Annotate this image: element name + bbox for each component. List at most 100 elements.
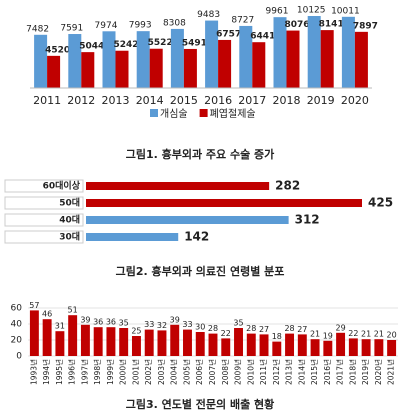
x-tick-label: 2020년 bbox=[373, 359, 383, 385]
x-tick-label: 2008년 bbox=[220, 359, 230, 385]
value-label: 22 bbox=[221, 329, 231, 338]
value-label: 4520 bbox=[45, 45, 70, 55]
y-tick-label: 0 bbox=[16, 352, 22, 362]
value-label: 39 bbox=[80, 315, 90, 324]
value-label: 30 bbox=[195, 323, 205, 332]
category-box bbox=[4, 179, 84, 193]
x-tick-label: 2001년 bbox=[130, 359, 140, 385]
value-label: 46 bbox=[42, 310, 52, 319]
value-label: 19 bbox=[323, 331, 333, 340]
value-label: 25 bbox=[131, 327, 141, 336]
value-label: 312 bbox=[295, 213, 320, 227]
bar bbox=[286, 30, 300, 88]
y-tick-label: 60 bbox=[11, 304, 23, 314]
bar bbox=[149, 48, 163, 88]
bar bbox=[387, 340, 397, 356]
bar bbox=[55, 331, 65, 356]
value-label: 8308 bbox=[163, 18, 186, 28]
value-label: 33 bbox=[182, 320, 192, 329]
bar bbox=[239, 25, 253, 88]
bar bbox=[320, 30, 334, 88]
x-tick-label: 2021년 bbox=[386, 359, 396, 385]
x-tick-label: 2015년 bbox=[309, 359, 319, 385]
value-label: 28 bbox=[284, 324, 294, 333]
value-label: 5522 bbox=[148, 38, 173, 48]
value-label: 22 bbox=[348, 329, 358, 338]
x-tick-label: 2003년 bbox=[156, 359, 166, 385]
value-label: 7974 bbox=[95, 21, 118, 31]
bar bbox=[310, 339, 320, 356]
y-tick-label: 40 bbox=[11, 320, 23, 330]
bar bbox=[205, 20, 219, 89]
value-label: 9483 bbox=[197, 10, 220, 20]
x-tick-label: 2017년 bbox=[335, 359, 345, 385]
value-label: 6757 bbox=[216, 29, 241, 39]
value-label: 425 bbox=[368, 196, 393, 210]
chart-title: 그림2. 흉부외과 의료진 연령별 분포 bbox=[116, 264, 285, 278]
x-tick-label: 1996년 bbox=[67, 359, 77, 385]
x-tick-label: 2013 bbox=[102, 94, 130, 107]
value-label: 6441 bbox=[250, 32, 275, 42]
value-label: 35 bbox=[119, 319, 129, 328]
x-tick-label: 2000년 bbox=[118, 359, 128, 385]
bar bbox=[361, 339, 371, 356]
value-label: 18 bbox=[272, 332, 282, 341]
x-tick-label: 2014년 bbox=[296, 359, 306, 385]
value-label: 27 bbox=[297, 325, 307, 334]
y-tick-label: 60대이상 bbox=[43, 180, 81, 192]
bar bbox=[136, 31, 150, 88]
bar bbox=[115, 50, 129, 88]
x-tick-label: 2016년 bbox=[322, 359, 332, 385]
x-tick-label: 2015 bbox=[170, 94, 198, 107]
bar bbox=[29, 310, 39, 356]
value-label: 39 bbox=[170, 315, 180, 324]
value-label: 7482 bbox=[26, 24, 49, 34]
x-tick-label: 2007년 bbox=[207, 359, 217, 385]
y-tick-label: 30대 bbox=[59, 231, 80, 243]
x-tick-label: 2013년 bbox=[284, 359, 294, 385]
bar bbox=[81, 52, 95, 88]
value-label: 31 bbox=[55, 322, 65, 331]
bar bbox=[273, 17, 287, 88]
x-tick-label: 2009년 bbox=[233, 359, 243, 385]
x-tick-label: 1993년 bbox=[28, 359, 38, 385]
x-tick-label: 2020 bbox=[341, 94, 369, 107]
value-label: 32 bbox=[157, 321, 167, 330]
bar bbox=[285, 333, 295, 356]
bar bbox=[259, 334, 269, 356]
x-tick-label: 2011 bbox=[33, 94, 61, 107]
value-label: 36 bbox=[106, 318, 116, 327]
value-label: 21 bbox=[374, 330, 384, 339]
value-label: 7591 bbox=[60, 24, 83, 34]
x-tick-label: 1997년 bbox=[79, 359, 89, 385]
value-label: 8727 bbox=[231, 15, 254, 25]
x-tick-label: 2010년 bbox=[245, 359, 255, 385]
value-label: 7897 bbox=[353, 21, 378, 31]
bar bbox=[195, 332, 205, 356]
value-label: 10125 bbox=[297, 6, 326, 16]
bar bbox=[86, 233, 179, 241]
x-tick-label: 2017 bbox=[238, 94, 266, 107]
value-label: 21 bbox=[310, 330, 320, 339]
bar bbox=[34, 34, 48, 88]
bar bbox=[374, 339, 384, 356]
bar bbox=[93, 327, 103, 356]
value-label: 20 bbox=[387, 331, 397, 340]
value-label: 282 bbox=[275, 179, 300, 193]
x-tick-label: 2014 bbox=[136, 94, 164, 107]
y-tick-label: 40대 bbox=[59, 214, 80, 226]
x-tick-label: 1995년 bbox=[54, 359, 64, 385]
value-label: 28 bbox=[208, 324, 218, 333]
x-tick-label: 2019 bbox=[307, 94, 335, 107]
bar bbox=[170, 28, 184, 88]
legend-label: 개심술 bbox=[160, 108, 188, 120]
value-label: 142 bbox=[184, 230, 209, 244]
bar bbox=[102, 31, 116, 89]
legend-swatch bbox=[150, 109, 158, 117]
bar bbox=[297, 334, 307, 356]
bar bbox=[348, 338, 358, 356]
bar bbox=[80, 324, 90, 356]
chart-title: 그림1. 흉부외과 주요 수술 증가 bbox=[126, 147, 275, 161]
x-tick-label: 1999년 bbox=[105, 359, 115, 385]
bar bbox=[221, 338, 231, 356]
